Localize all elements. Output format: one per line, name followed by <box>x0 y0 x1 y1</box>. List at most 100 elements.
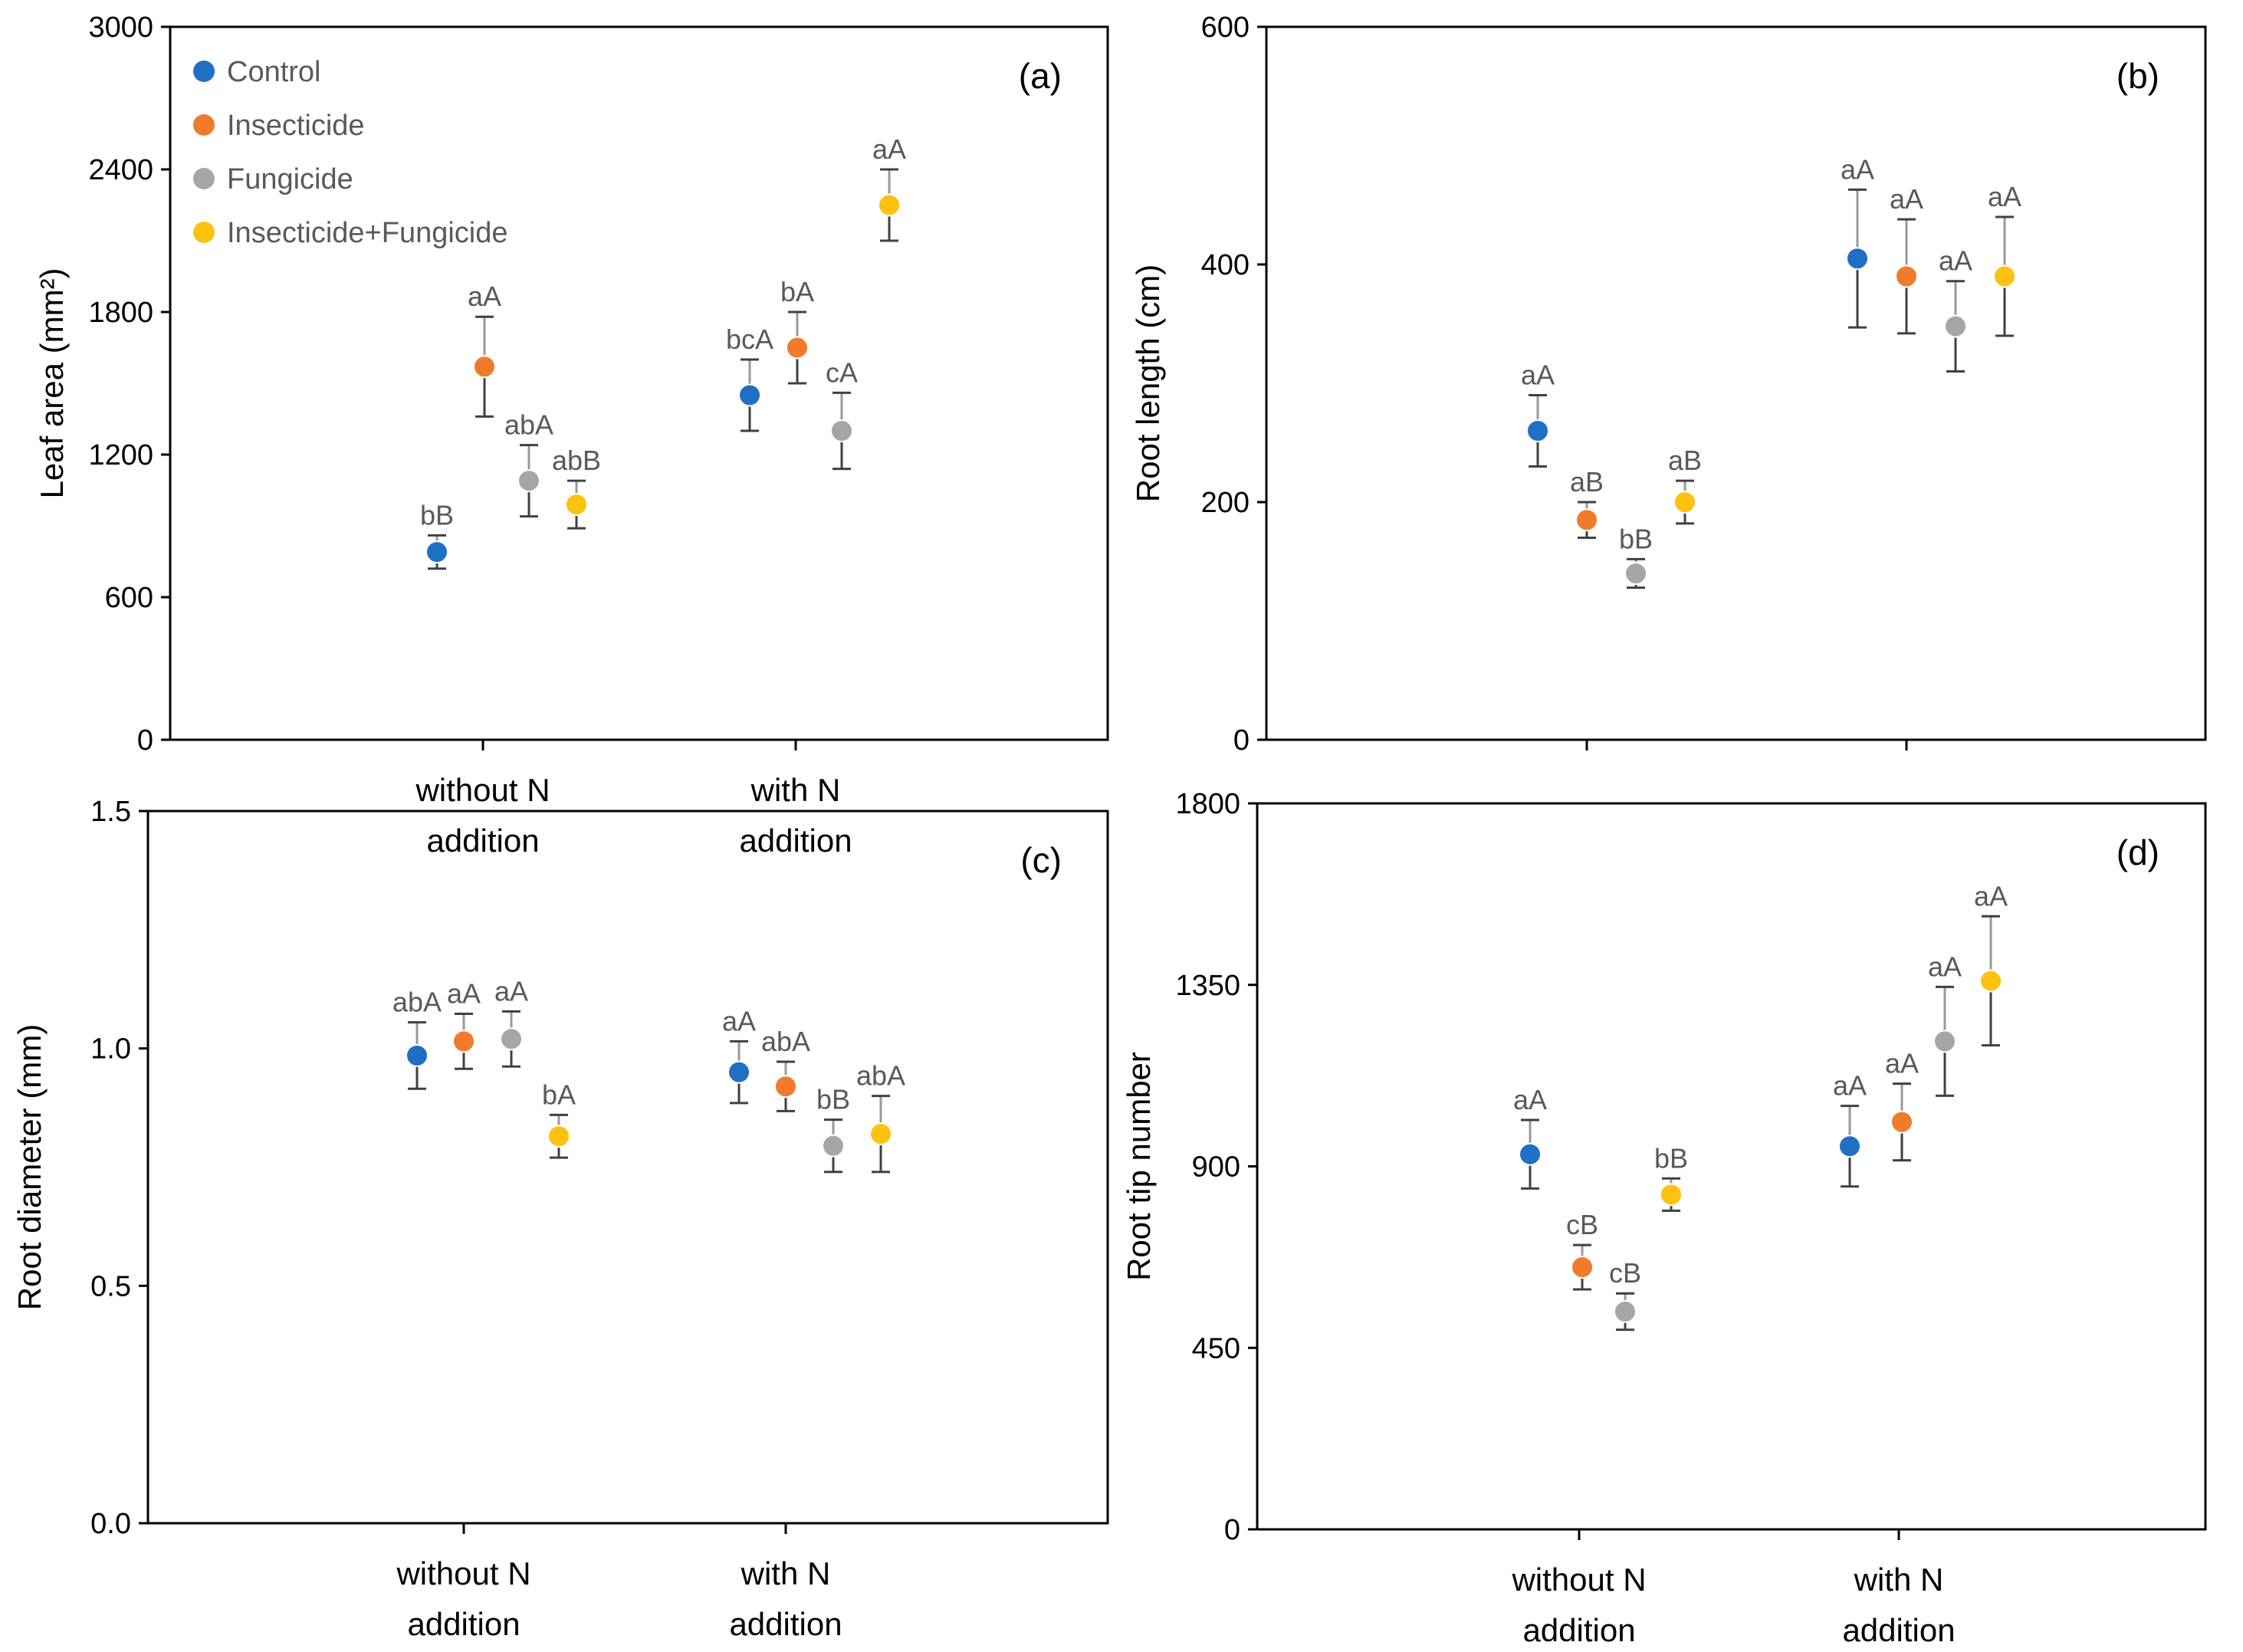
chart-d-point-fungicide <box>1933 1030 1956 1053</box>
chart-d-significance-label: aA <box>1513 1084 1547 1115</box>
chart-a-significance-label: abA <box>504 409 553 441</box>
chart-b-ylabel: Root length (cm) <box>1130 264 1166 502</box>
chart-c-point-control <box>727 1060 750 1084</box>
chart-c-plot-frame <box>146 810 1109 1525</box>
chart-c-significance-label: bA <box>542 1079 576 1110</box>
chart-b-ytick-label: 200 <box>1201 487 1250 519</box>
chart-a-category-label: without N addition <box>415 772 550 859</box>
chart-a-point-insecticide-fungicide <box>565 493 588 517</box>
chart-d-ytick-label: 450 <box>1192 1332 1240 1365</box>
chart-c-significance-label: aA <box>494 975 528 1007</box>
chart-b-significance-label: aB <box>1668 445 1702 476</box>
chart-d-ylabel: Root tip number <box>1121 1052 1157 1281</box>
chart-a-category-label: with N addition <box>739 772 852 859</box>
chart-d-ytick-label: 0 <box>1224 1514 1240 1546</box>
chart-a-significance-label: cA <box>826 356 858 388</box>
chart-d-plot-frame <box>1256 802 2207 1531</box>
chart-a-point-control <box>738 383 761 407</box>
chart-a-ytick-label: 1800 <box>88 297 153 329</box>
chart-b-plot-frame <box>1265 25 2207 741</box>
chart-d-point-control <box>1519 1142 1542 1166</box>
chart-d-significance-label: aA <box>1928 951 1962 982</box>
chart-c-point-insecticide <box>774 1075 797 1099</box>
chart-c-significance-label: aA <box>722 1005 756 1036</box>
chart-a-legend-marker <box>193 61 215 82</box>
chart-a-ytick-label: 0 <box>137 724 153 757</box>
chart-c-significance-label: abA <box>856 1060 905 1092</box>
chart-d-category-label: without N addition <box>1511 1562 1646 1648</box>
chart-d-panel-label: (d) <box>2117 833 2159 872</box>
chart-c-significance-label: bB <box>816 1084 850 1115</box>
chart-b-ytick-label: 0 <box>1233 724 1250 757</box>
chart-b-point-insecticide-fungicide <box>1993 264 2016 288</box>
chart-b-point-insecticide-fungicide <box>1673 491 1696 514</box>
chart-c-category-line: addition <box>407 1606 520 1642</box>
chart-a-ytick-label: 3000 <box>88 11 153 44</box>
chart-d-point-insecticide-fungicide <box>1660 1183 1683 1207</box>
chart-d-point-insecticide <box>1890 1110 1913 1134</box>
chart-b-point-fungicide <box>1624 562 1647 585</box>
chart-c-panel-label: (c) <box>1020 840 1062 880</box>
chart-a-ylabel: Leaf area (mm²) <box>34 268 70 498</box>
chart-c-significance-label: abA <box>392 987 442 1018</box>
chart-a-panel-label: (a) <box>1019 56 1062 96</box>
chart-a-legend-marker <box>193 168 215 189</box>
chart-a-point-insecticide <box>786 336 809 360</box>
chart-b-ytick-label: 400 <box>1201 249 1250 281</box>
chart-d-category-line: addition <box>1842 1612 1955 1648</box>
chart-b-significance-label: aA <box>1521 360 1555 391</box>
chart-d-category-line: addition <box>1522 1612 1635 1648</box>
chart-a-significance-label: aA <box>872 133 906 165</box>
chart-c-ytick-label: 0.0 <box>90 1508 131 1540</box>
chart-b-significance-label: aA <box>1988 181 2021 212</box>
chart-c-category-label: without N addition <box>396 1555 530 1642</box>
chart-b-point-fungicide <box>1944 314 1967 338</box>
chart-d-significance-label: bB <box>1654 1142 1688 1174</box>
chart-a-significance-label: abB <box>552 445 601 476</box>
chart-a-point-insecticide-fungicide <box>878 193 901 217</box>
chart-d-significance-label: cB <box>1566 1209 1598 1240</box>
chart-c-significance-label: aA <box>447 977 481 1009</box>
chart-d-significance-label: aA <box>1974 880 2008 911</box>
chart-c-point-fungicide <box>822 1134 845 1158</box>
chart-b-significance-label: aA <box>1939 245 1972 277</box>
chart-a-ytick-label: 600 <box>105 582 153 614</box>
chart-d-significance-label: aA <box>1833 1070 1867 1102</box>
chart-a-plot-frame <box>169 25 1109 741</box>
chart-c-point-insecticide-fungicide <box>869 1122 892 1146</box>
chart-a-ytick-label: 2400 <box>88 154 153 186</box>
chart-d-category-line: without N <box>1511 1562 1646 1598</box>
chart-d-ytick-label: 1350 <box>1175 970 1240 1002</box>
chart-a-point-fungicide <box>517 469 540 493</box>
chart-b-point-control <box>1526 419 1549 442</box>
chart-b-significance-label: aA <box>1841 153 1874 185</box>
chart-a-significance-label: bcA <box>726 324 773 355</box>
chart-a-legend-marker <box>193 114 215 136</box>
chart-a-category-line: addition <box>426 823 539 859</box>
chart-c-ytick-label: 1.5 <box>90 796 131 828</box>
chart-a-legend-label: Fungicide <box>227 163 353 195</box>
chart-a-legend-label: Control <box>227 56 321 88</box>
chart-a-legend-label: Insecticide+Fungicide <box>227 217 508 249</box>
chart-a-legend-label: Insecticide <box>227 110 365 142</box>
chart-b-point-insecticide <box>1575 508 1598 532</box>
chart-d-significance-label: aA <box>1885 1048 1919 1079</box>
chart-c-category-line: addition <box>729 1606 842 1642</box>
chart-d-point-insecticide-fungicide <box>1979 969 2002 993</box>
chart-b-panel-label: (b) <box>2117 56 2159 96</box>
chart-c-significance-label: abA <box>761 1026 810 1057</box>
chart-b-significance-label: aA <box>1890 183 1923 215</box>
chart-a-category-line: with N <box>750 772 841 808</box>
chart-a-point-fungicide <box>830 419 853 442</box>
chart-c-category-label: with N addition <box>729 1555 842 1642</box>
chart-c-point-control <box>406 1043 429 1067</box>
chart-c-point-insecticide <box>452 1030 475 1053</box>
chart-a-category-line: addition <box>739 823 852 859</box>
chart-b-ytick-label: 600 <box>1201 11 1250 44</box>
chart-c-ytick-label: 1.0 <box>90 1033 131 1066</box>
chart-a-ytick-label: 1200 <box>88 439 153 471</box>
chart-a-significance-label: bB <box>420 499 454 530</box>
chart-b-point-control <box>1846 247 1869 271</box>
chart-d-point-fungicide <box>1614 1299 1637 1323</box>
